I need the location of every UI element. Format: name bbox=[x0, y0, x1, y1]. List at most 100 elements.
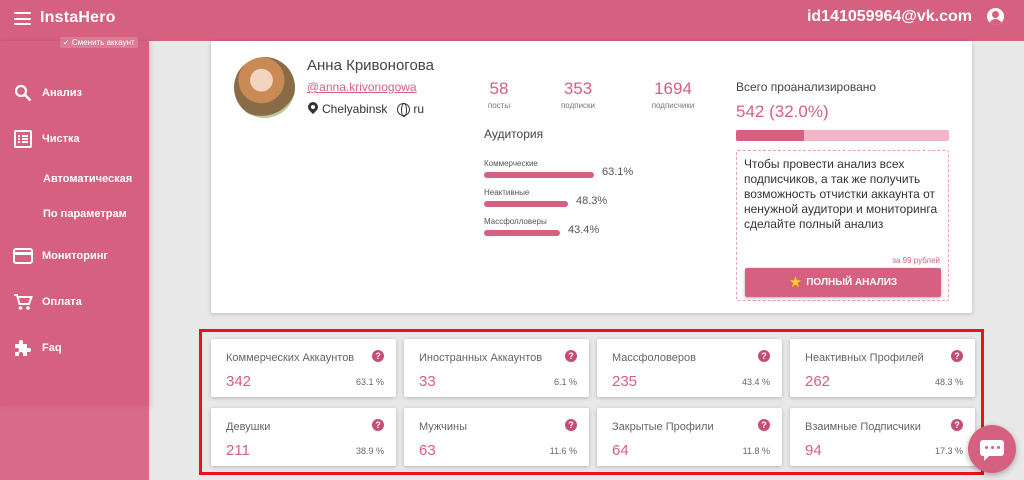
profile-language: ru bbox=[413, 102, 425, 116]
metric-value: 211 bbox=[226, 442, 250, 459]
metric-percent: 17.3 % bbox=[934, 446, 963, 456]
stat-followers: 1694 подписчики bbox=[644, 79, 702, 110]
metric-card-private[interactable]: Закрытые Профили ? 64 11.8 % bbox=[597, 408, 782, 466]
metric-card-mutual[interactable]: Взаимные Подписчики ? 94 17.3 % bbox=[790, 408, 975, 466]
audience-label: Неактивные bbox=[484, 188, 530, 197]
metric-label: Мужчины bbox=[419, 421, 468, 433]
help-icon[interactable]: ? bbox=[565, 350, 577, 362]
stat-label: подписки bbox=[560, 101, 596, 110]
help-icon[interactable]: ? bbox=[372, 350, 384, 362]
stat-value: 353 bbox=[563, 79, 593, 98]
analysis-progress-bar bbox=[736, 130, 949, 141]
sidebar-item-analysis[interactable]: Анализ bbox=[0, 78, 149, 108]
metric-label: Иностранных Аккаунтов bbox=[419, 352, 543, 364]
stat-label: посты bbox=[487, 101, 511, 110]
sidebar-item-cleaning[interactable]: Чистка bbox=[0, 124, 149, 154]
stat-posts: 58 посты bbox=[484, 79, 514, 110]
metric-label: Взаимные Подписчики bbox=[805, 421, 921, 433]
audience-bar bbox=[484, 172, 594, 178]
promo-box: Чтобы провести анализ всех подписчиков, … bbox=[736, 150, 949, 301]
stat-label: подписчики bbox=[651, 101, 695, 110]
metric-value: 262 bbox=[805, 373, 831, 390]
metric-card-male[interactable]: Мужчины ? 63 11.6 % bbox=[404, 408, 589, 466]
metric-value: 235 bbox=[612, 373, 638, 390]
help-icon[interactable]: ? bbox=[372, 419, 384, 431]
audience-percent: 48.3% bbox=[576, 195, 608, 207]
sidebar-subitem-automatic[interactable]: Автоматическая bbox=[43, 173, 133, 185]
help-icon[interactable]: ? bbox=[951, 419, 963, 431]
sidebar-item-monitoring[interactable]: Мониторинг bbox=[0, 241, 149, 271]
chat-icon bbox=[980, 440, 1004, 461]
metric-percent: 48.3 % bbox=[934, 377, 963, 387]
sidebar-subitem-by-params[interactable]: По параметрам bbox=[43, 208, 127, 220]
audience-percent: 43.4% bbox=[568, 224, 600, 236]
analysis-progress-fill bbox=[736, 130, 805, 141]
cart-icon bbox=[12, 292, 33, 313]
search-icon bbox=[12, 83, 33, 104]
sidebar-item-label: Чистка bbox=[42, 133, 80, 145]
avatar[interactable] bbox=[234, 57, 295, 118]
metric-percent: 11.6 % bbox=[549, 446, 577, 456]
metric-value: 33 bbox=[419, 373, 436, 390]
audience-row-inactive: Неактивные 48.3% bbox=[484, 188, 714, 207]
metric-percent: 63.1 % bbox=[355, 377, 384, 387]
audience-percent: 63.1% bbox=[602, 166, 634, 178]
account-circle-icon[interactable] bbox=[987, 8, 1004, 25]
list-icon bbox=[12, 129, 33, 150]
audience-row-commercial: Коммерческие 63.1% bbox=[484, 159, 714, 178]
stat-value: 1694 bbox=[654, 79, 692, 98]
stat-value: 58 bbox=[489, 79, 509, 98]
audience-row-massfollowers: Массфолловеры 43.4% bbox=[484, 217, 714, 236]
metric-percent: 6.1 % bbox=[553, 377, 577, 387]
metric-percent: 38.9 % bbox=[355, 446, 384, 456]
highlight-frame bbox=[199, 329, 984, 475]
help-icon[interactable]: ? bbox=[565, 419, 577, 431]
sidebar-footer bbox=[0, 406, 149, 480]
puzzle-icon bbox=[12, 338, 33, 359]
sidebar: ✓ Сменить аккаунт Анализ Чистка Автомати… bbox=[0, 37, 149, 406]
metric-card-female[interactable]: Девушки ? 211 38.9 % bbox=[211, 408, 396, 466]
metric-percent: 11.8 % bbox=[742, 446, 770, 456]
profile-handle-link[interactable]: @anna.krivonogowa bbox=[307, 80, 417, 94]
metric-card-foreign[interactable]: Иностранных Аккаунтов ? 33 6.1 % bbox=[404, 339, 589, 397]
sidebar-item-faq[interactable]: Faq bbox=[0, 333, 149, 363]
metric-card-massfollowers[interactable]: Массфоловеров ? 235 43.4 % bbox=[597, 339, 782, 397]
sidebar-item-label: Оплата bbox=[42, 296, 82, 308]
metric-value: 342 bbox=[226, 373, 252, 390]
menu-icon[interactable] bbox=[14, 12, 31, 25]
top-bar: InstaHero id141059964@vk.com bbox=[0, 0, 1024, 41]
chat-button[interactable] bbox=[968, 425, 1016, 473]
full-analysis-button[interactable]: ★ ПОЛНЫЙ АНАЛИЗ bbox=[745, 268, 941, 297]
profile-card: Анна Кривоногова @anna.krivonogowa Chely… bbox=[211, 41, 972, 313]
metric-label: Девушки bbox=[226, 421, 271, 433]
metric-card-inactive[interactable]: Неактивных Профилей ? 262 48.3 % bbox=[790, 339, 975, 397]
star-icon: ★ bbox=[788, 274, 803, 291]
audience-bar bbox=[484, 201, 568, 207]
metric-label: Неактивных Профилей bbox=[805, 352, 924, 364]
stat-following: 353 подписки bbox=[556, 79, 600, 110]
location-pin-icon bbox=[307, 102, 319, 116]
metric-label: Закрытые Профили bbox=[612, 421, 714, 433]
metric-card-commercial[interactable]: Коммерческих Аккаунтов ? 342 63.1 % bbox=[211, 339, 396, 397]
profile-city: Chelyabinsk bbox=[322, 102, 388, 116]
help-icon[interactable]: ? bbox=[758, 419, 770, 431]
globe-icon bbox=[397, 102, 411, 117]
help-icon[interactable]: ? bbox=[951, 350, 963, 362]
profile-location: Chelyabinsk ru bbox=[307, 102, 425, 117]
app-title[interactable]: InstaHero bbox=[40, 9, 116, 26]
account-email[interactable]: id141059964@vk.com bbox=[806, 8, 972, 25]
metric-value: 94 bbox=[805, 442, 822, 459]
audience-bar bbox=[484, 230, 560, 236]
sidebar-item-payment[interactable]: Оплата bbox=[0, 287, 149, 317]
total-analyzed-title: Всего проанализировано bbox=[736, 80, 877, 94]
audience-label: Массфолловеры bbox=[484, 217, 547, 226]
full-analysis-button-label: ПОЛНЫЙ АНАЛИЗ bbox=[806, 277, 898, 288]
metric-value: 64 bbox=[612, 442, 629, 459]
promo-text: Чтобы провести анализ всех подписчиков, … bbox=[744, 157, 938, 231]
audience-label: Коммерческие bbox=[484, 159, 538, 168]
metric-value: 63 bbox=[419, 442, 436, 459]
help-icon[interactable]: ? bbox=[758, 350, 770, 362]
metric-percent: 43.4 % bbox=[741, 377, 770, 387]
change-account-link[interactable]: ✓ Сменить аккаунт bbox=[60, 37, 138, 48]
total-analyzed-value: 542 (32.0%) bbox=[736, 102, 829, 121]
